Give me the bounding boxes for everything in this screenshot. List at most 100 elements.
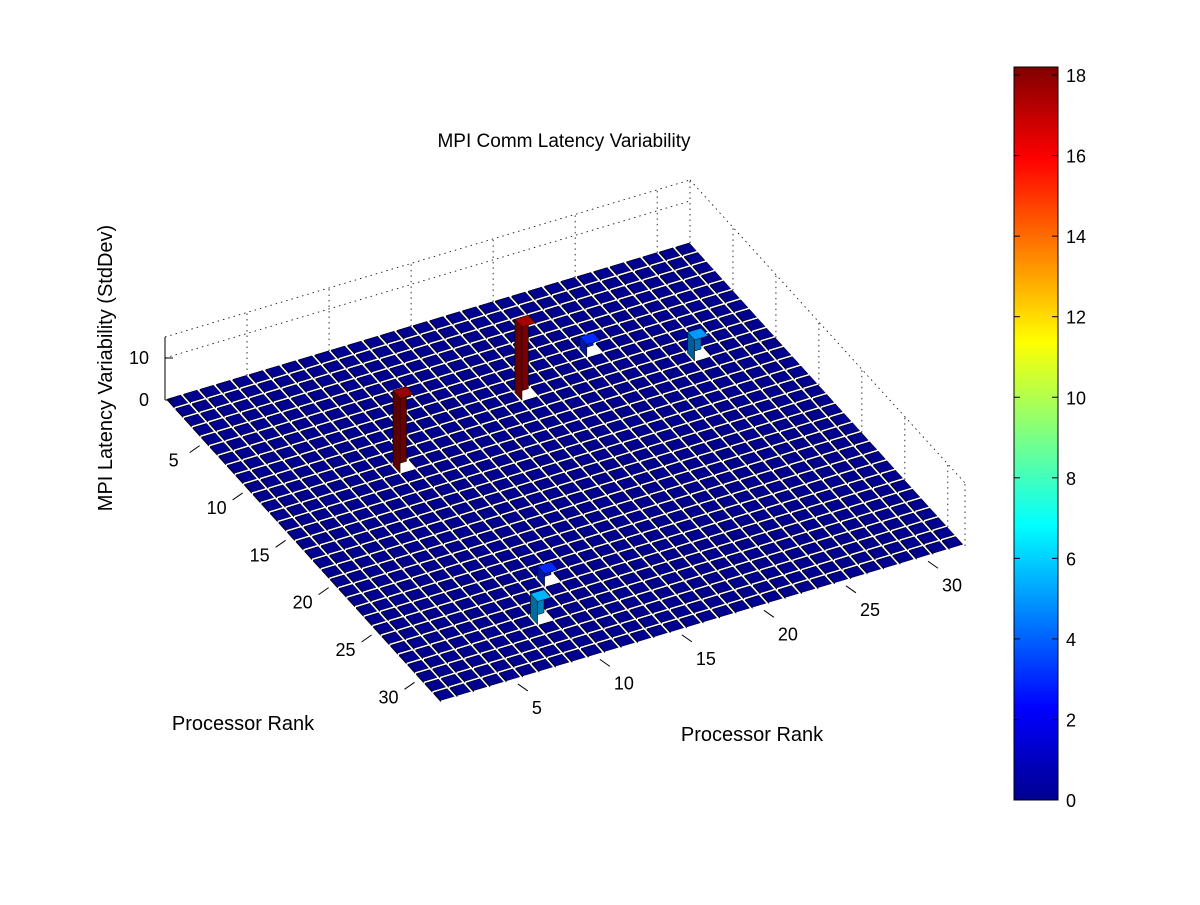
bar-3-7 (282, 384, 304, 399)
bar-7-7 (316, 422, 339, 437)
bar-29-3 (440, 650, 462, 665)
y-tick-label: 10 (614, 673, 634, 693)
bar-16-18 (574, 453, 597, 468)
bar-8-21 (555, 362, 577, 377)
bar-31-13 (621, 619, 643, 635)
bar-9-23 (596, 362, 618, 377)
bar-17-9 (435, 507, 457, 522)
bar-9-12 (416, 416, 438, 431)
bar-6-22 (554, 339, 576, 354)
bar-9-8 (350, 436, 372, 451)
bar-23-3 (388, 593, 411, 608)
bar-13-21 (598, 410, 620, 425)
bar-23-26 (766, 480, 788, 495)
bar-2-28 (618, 271, 640, 286)
bar-17-4 (353, 531, 375, 546)
bar-25-31 (865, 474, 887, 489)
bar-26-20 (693, 538, 715, 553)
bar-14-19 (573, 429, 596, 444)
bar-31-14 (637, 615, 660, 630)
bar-28-18 (677, 567, 700, 582)
bar-19-1 (321, 565, 343, 580)
bar-28-32 (907, 498, 929, 513)
bar-23-21 (683, 504, 706, 520)
bar-9-9 (366, 431, 389, 446)
bar-28-26 (808, 527, 831, 542)
bar-10-3 (276, 470, 299, 485)
colorbar-ticks: 0 2 4 6 8 10 12 14 16 18 (1014, 66, 1086, 811)
bar-14-1 (278, 517, 300, 532)
bar-29-6 (489, 635, 511, 650)
bar-20-28 (773, 442, 795, 457)
bar-3-29 (643, 276, 665, 291)
bar-5-24 (578, 319, 600, 334)
bar-11-24 (630, 376, 652, 391)
bar-1-20 (478, 301, 500, 316)
y-tick-mark (599, 658, 611, 667)
bar-23-20 (667, 509, 689, 524)
bar-15-16 (533, 453, 555, 468)
bar-13-9 (401, 469, 423, 484)
bar-30-7 (514, 639, 536, 654)
bar-10-24 (621, 367, 643, 382)
bar-16-25 (689, 419, 711, 434)
bar-7-27 (644, 324, 667, 339)
bar-13-32 (778, 356, 800, 371)
bar-10-8 (358, 445, 381, 460)
bar-13-6 (351, 483, 374, 498)
bar-26-5 (447, 611, 469, 626)
bar-25-5 (438, 602, 461, 617)
bar-14-15 (508, 449, 530, 464)
bar-26-13 (578, 572, 600, 587)
bar-20-11 (494, 525, 516, 540)
bar-4-19 (487, 334, 510, 349)
bar-5-9 (332, 393, 354, 408)
bar-14-13 (475, 458, 497, 474)
bar-24-10 (512, 568, 534, 583)
bar-24-2 (380, 607, 403, 622)
bar-3-10 (331, 369, 354, 384)
bar-27-7 (488, 611, 511, 626)
bar-2-5 (241, 384, 263, 399)
bar-27-20 (701, 547, 724, 562)
bar-22-26 (757, 470, 779, 486)
bar-30-17 (678, 590, 700, 605)
bar-8-26 (637, 338, 659, 353)
bar-23-30 (831, 460, 854, 475)
bar-31-12 (605, 624, 627, 639)
bar-18-19 (608, 467, 630, 482)
bar-8-30 (702, 318, 725, 333)
bar-8-20 (538, 367, 561, 382)
bar-18-13 (509, 496, 532, 511)
bar-30-19 (711, 581, 733, 596)
bar-24-20 (676, 519, 698, 534)
bar-3-8 (298, 379, 321, 394)
colorbar-tick-label: 0 (1066, 791, 1076, 811)
bar-21-8 (453, 549, 475, 564)
bar-7-13 (415, 392, 437, 407)
colorbar: 0 2 4 6 8 10 12 14 16 18 (1013, 66, 1086, 811)
bar-23-17 (618, 524, 640, 539)
bar-19-29 (780, 427, 803, 442)
bar-21-17 (601, 505, 623, 520)
bar-24-9 (495, 573, 518, 588)
bar-7-24 (595, 338, 618, 353)
bar-13-13 (466, 449, 489, 464)
bar-22-30 (823, 451, 845, 466)
bar-2-9 (306, 364, 329, 380)
bar-2-7 (273, 374, 296, 389)
bar-15-1 (287, 527, 309, 542)
bar-28-22 (743, 547, 765, 562)
bar-22-19 (642, 505, 664, 520)
bar-17-11 (468, 497, 490, 512)
bar-23-31 (848, 455, 870, 470)
bar-7-29 (677, 314, 700, 329)
bar-26-31 (873, 484, 896, 499)
bar-29-28 (850, 527, 872, 542)
bar-30-2 (432, 664, 454, 679)
bar-5-28 (644, 300, 666, 315)
bar-17-32 (812, 394, 835, 409)
bar-15-5 (352, 507, 375, 522)
colorbar-tick-label: 6 (1066, 549, 1076, 569)
bar-12-17 (523, 420, 546, 435)
